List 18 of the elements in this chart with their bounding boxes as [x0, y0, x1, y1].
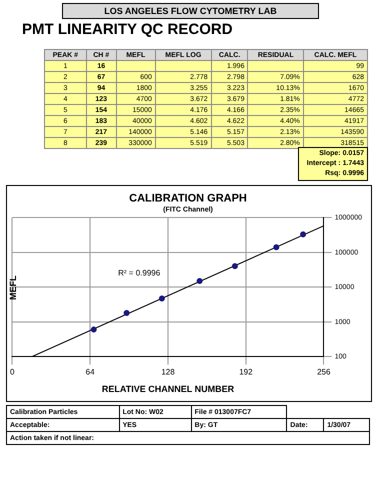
point	[273, 244, 280, 250]
x-tick-label: 128	[161, 368, 176, 377]
x-tick-label: 256	[317, 368, 331, 377]
y-axis-title: MEFL	[8, 276, 18, 300]
point	[300, 231, 306, 238]
point	[196, 278, 203, 284]
point	[158, 295, 165, 302]
chart-title: CALIBRATION GRAPH	[129, 192, 247, 205]
x-tick-label: 64	[86, 368, 96, 377]
text: LOS ANGELES FLOW CYTOMETRY LAB	[62, 3, 319, 19]
point	[232, 263, 238, 270]
text: PMT LINEARITY QC RECORD	[22, 21, 233, 38]
x-axis-title: RELATIVE CHANNEL NUMBER	[102, 384, 235, 394]
x-tick-label: 192	[239, 368, 254, 377]
annotation: R² = 0.9996	[118, 268, 161, 278]
x-tick-label: 0	[10, 368, 15, 377]
point	[124, 310, 130, 316]
point	[90, 326, 97, 333]
